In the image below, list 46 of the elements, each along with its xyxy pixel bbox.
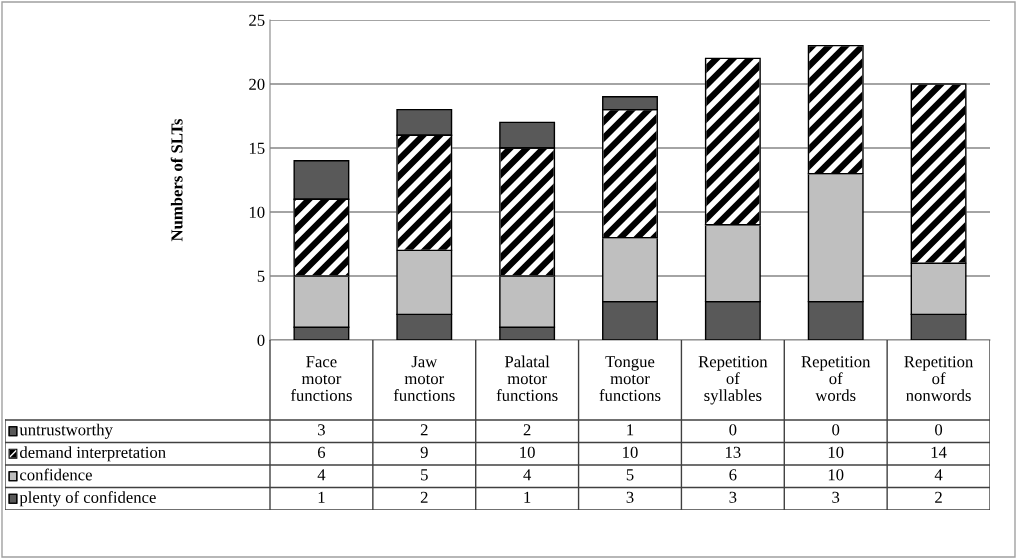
y-tick-label: 15 [249, 142, 265, 154]
data-label: 5 [421, 469, 428, 481]
data-label: 10 [828, 446, 844, 458]
y-tick-label: 5 [257, 270, 265, 282]
data-label: 6 [317, 446, 326, 458]
y-axis-title: Numbers of SLTs [170, 118, 183, 242]
data-label: 14 [931, 446, 947, 458]
legend-label: confidence [20, 468, 92, 481]
legend-label: demand interpretation [20, 446, 166, 462]
y-tick-label: 25 [249, 14, 265, 26]
data-label: 5 [626, 469, 634, 481]
data-label: 0 [935, 424, 943, 436]
data-label: 0 [832, 424, 840, 436]
data-label: 3 [318, 424, 325, 436]
data-label: 3 [626, 491, 634, 503]
y-tick-label: 10 [249, 206, 265, 218]
y-tick-label: 20 [249, 78, 265, 90]
x-tick-label: Face motor functions [290, 356, 352, 402]
legend-label: plenty of confidence [19, 491, 156, 507]
x-tick-label: Repetition of nonwords [904, 356, 974, 402]
y-tick-label: 0 [257, 334, 265, 346]
data-label: 1 [318, 491, 325, 503]
data-label: 10 [520, 446, 535, 458]
data-label: 0 [729, 424, 737, 436]
data-label: 9 [420, 446, 428, 458]
data-label: 4 [317, 469, 326, 481]
data-label: 6 [729, 469, 737, 481]
x-tick-label: Repetition of syllables [698, 356, 768, 405]
data-label: 10 [623, 446, 638, 458]
data-label: 2 [523, 424, 531, 436]
data-label: 2 [935, 491, 942, 503]
data-label: 1 [524, 491, 531, 503]
data-label: 3 [832, 491, 840, 503]
data-label: 13 [725, 446, 741, 458]
data-label: 4 [523, 469, 532, 481]
x-tick-label: Tongue motor functions [599, 356, 661, 402]
data-label: 10 [828, 469, 844, 481]
x-tick-label: Jaw motor functions [393, 356, 455, 402]
x-tick-label: Palatal motor functions [496, 355, 558, 402]
x-tick-label: Repetition of words [801, 356, 871, 402]
data-label: 4 [934, 469, 943, 481]
data-label: 1 [627, 424, 634, 436]
data-label: 3 [729, 491, 737, 503]
legend-label: untrustworthy [19, 423, 113, 439]
data-label: 2 [420, 424, 428, 436]
data-label: 2 [420, 491, 428, 503]
